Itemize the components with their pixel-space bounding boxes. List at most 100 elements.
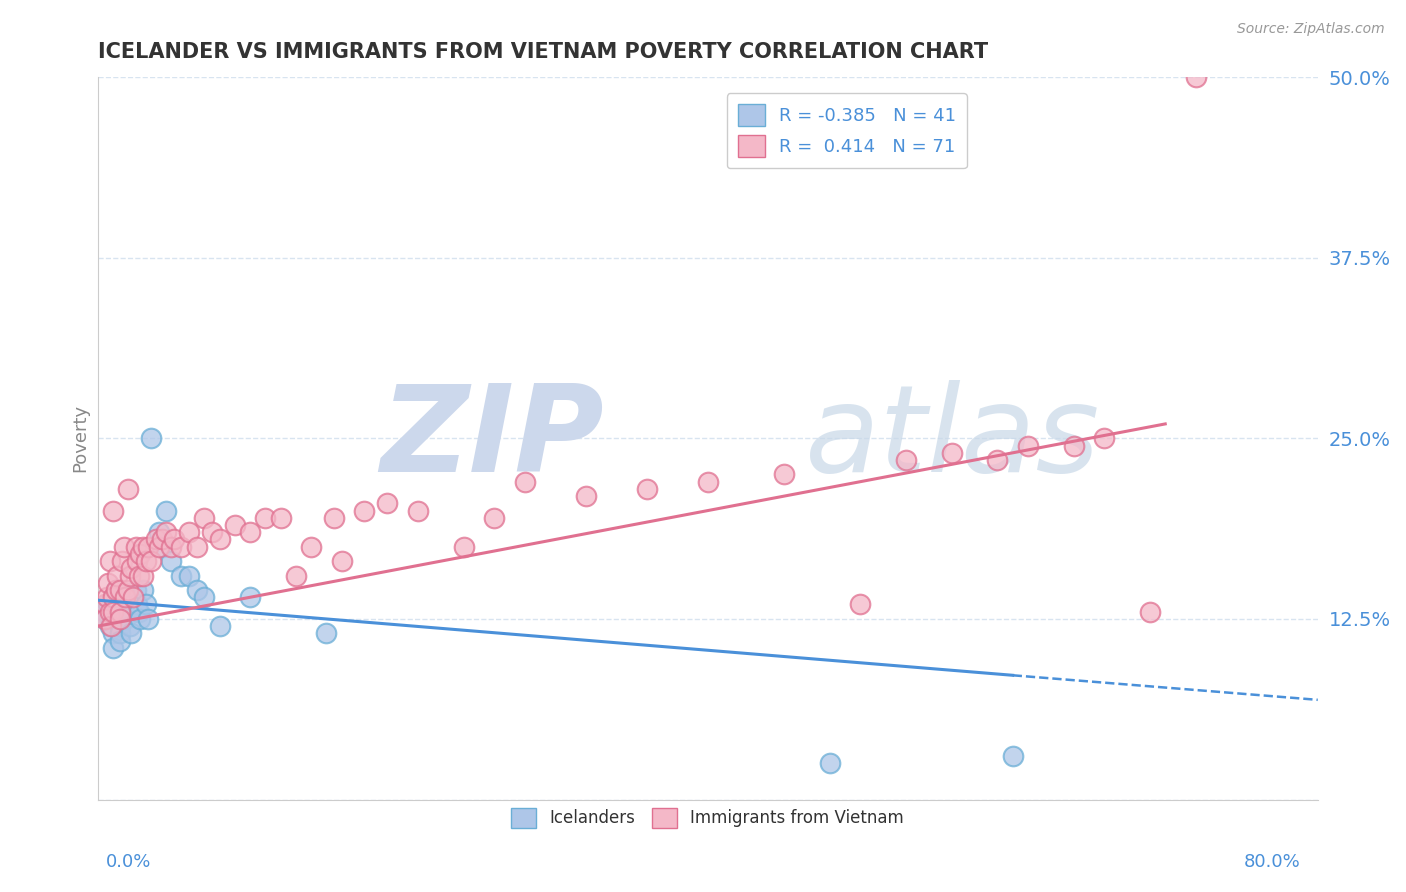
Point [101, 591, 124, 605]
Point [1017, 439, 1039, 453]
Point [117, 605, 139, 619]
Point [330, 554, 353, 568]
Point [1001, 749, 1024, 764]
Text: Source: ZipAtlas.com: Source: ZipAtlas.com [1237, 22, 1385, 37]
Text: 80.0%: 80.0% [1244, 853, 1301, 871]
Point [193, 591, 215, 605]
Point [128, 568, 150, 582]
Text: ICELANDER VS IMMIGRANTS FROM VIETNAM POVERTY CORRELATION CHART: ICELANDER VS IMMIGRANTS FROM VIETNAM POV… [97, 42, 987, 62]
Point [135, 598, 157, 612]
Point [94, 605, 117, 619]
Y-axis label: Poverty: Poverty [72, 404, 89, 473]
Point [110, 612, 132, 626]
Point [353, 503, 375, 517]
Point [170, 568, 193, 582]
Point [127, 598, 149, 612]
Point [159, 540, 181, 554]
Point [170, 540, 193, 554]
Point [150, 533, 173, 547]
Point [118, 619, 141, 633]
Point [696, 475, 718, 489]
Point [186, 540, 208, 554]
Text: 0.0%: 0.0% [105, 853, 150, 871]
Point [208, 533, 231, 547]
Point [117, 591, 139, 605]
Point [894, 453, 917, 467]
Point [121, 591, 143, 605]
Point [201, 525, 224, 540]
Point [127, 554, 149, 568]
Text: ZIP: ZIP [380, 380, 605, 497]
Point [818, 756, 841, 771]
Point [114, 591, 136, 605]
Point [104, 582, 127, 597]
Point [101, 626, 124, 640]
Point [107, 598, 129, 612]
Legend: Icelanders, Immigrants from Vietnam: Icelanders, Immigrants from Vietnam [505, 801, 911, 835]
Text: atlas: atlas [806, 380, 1101, 497]
Point [104, 582, 127, 597]
Point [1184, 70, 1206, 85]
Point [128, 605, 150, 619]
Point [323, 511, 346, 525]
Point [94, 598, 117, 612]
Point [101, 640, 124, 655]
Point [110, 633, 132, 648]
Point [110, 619, 132, 633]
Point [513, 475, 536, 489]
Point [159, 554, 181, 568]
Point [163, 533, 186, 547]
Point [139, 431, 162, 445]
Point [155, 525, 177, 540]
Point [98, 619, 121, 633]
Point [186, 582, 208, 597]
Point [284, 568, 307, 582]
Point [101, 605, 124, 619]
Point [120, 626, 142, 640]
Point [117, 482, 139, 496]
Point [636, 482, 658, 496]
Point [101, 605, 124, 619]
Point [94, 612, 117, 626]
Point [94, 612, 117, 626]
Point [100, 619, 122, 633]
Point [132, 582, 155, 597]
Point [773, 467, 796, 482]
Point [299, 540, 322, 554]
Point [114, 612, 136, 626]
Point [132, 568, 155, 582]
Point [132, 540, 155, 554]
Point [254, 511, 277, 525]
Point [315, 626, 337, 640]
Point [129, 612, 152, 626]
Point [224, 518, 246, 533]
Point [148, 540, 170, 554]
Point [148, 525, 170, 540]
Point [193, 511, 215, 525]
Point [120, 561, 142, 575]
Point [239, 591, 262, 605]
Point [136, 612, 159, 626]
Point [125, 582, 148, 597]
Point [98, 605, 121, 619]
Point [96, 591, 118, 605]
Point [125, 540, 148, 554]
Point [101, 503, 124, 517]
Point [145, 533, 167, 547]
Point [97, 598, 120, 612]
Point [239, 525, 262, 540]
Point [135, 554, 157, 568]
Point [112, 540, 135, 554]
Point [177, 525, 200, 540]
Point [97, 575, 120, 590]
Point [1092, 431, 1115, 445]
Point [208, 619, 231, 633]
Point [110, 626, 132, 640]
Point [101, 591, 124, 605]
Point [129, 547, 152, 561]
Point [98, 554, 121, 568]
Point [111, 554, 134, 568]
Point [117, 582, 139, 597]
Point [575, 489, 598, 503]
Point [107, 568, 129, 582]
